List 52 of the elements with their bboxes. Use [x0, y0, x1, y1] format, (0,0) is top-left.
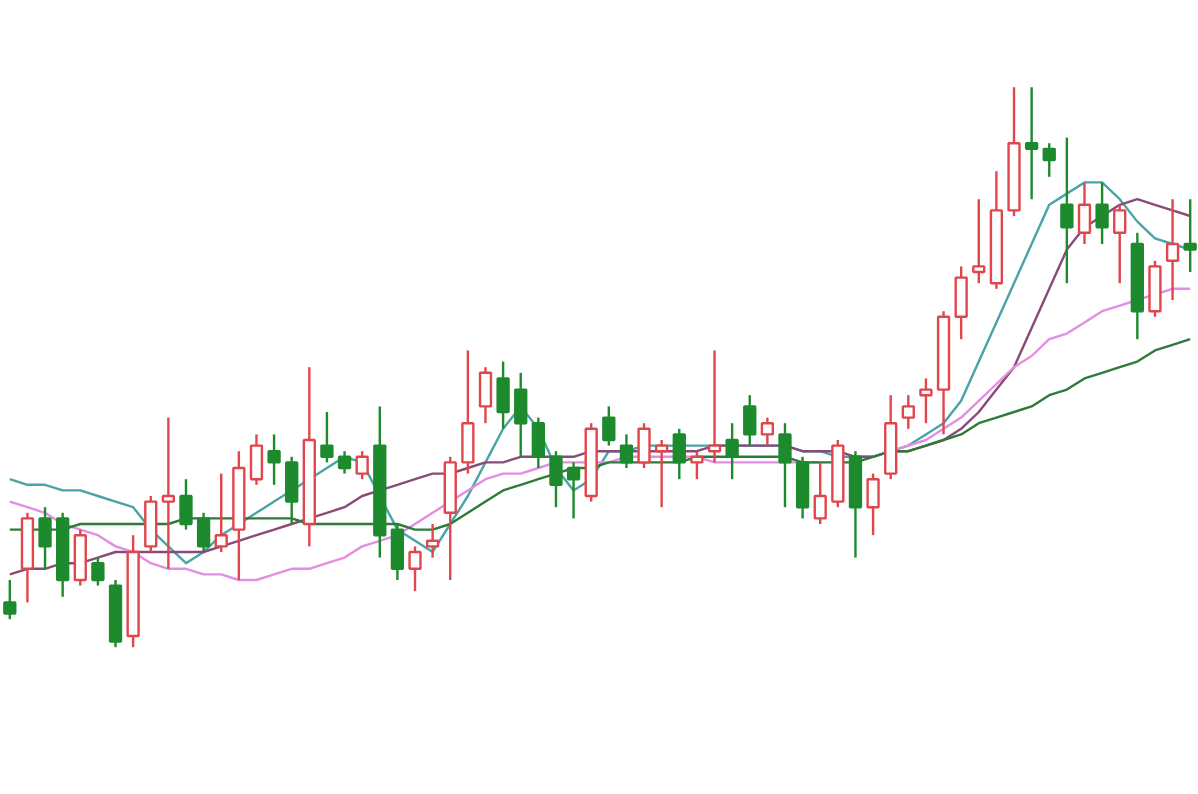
- candlestick: [91, 556, 105, 587]
- candlestick: [1077, 181, 1092, 246]
- candlestick: [919, 377, 933, 425]
- candlestick: [3, 578, 17, 621]
- candlestick: [461, 349, 475, 475]
- candlestick: [778, 422, 792, 509]
- candlestick: [813, 461, 827, 526]
- candlestick: [1042, 142, 1056, 179]
- candlestick: [1095, 181, 1109, 246]
- candlestick: [179, 477, 193, 531]
- candlestick: [637, 422, 651, 470]
- candlestick: [901, 394, 915, 430]
- candlestick: [619, 433, 634, 470]
- candlestick: [549, 449, 563, 509]
- candlestick: [390, 522, 405, 582]
- candlestick: [320, 410, 334, 464]
- candlestick: [408, 545, 422, 593]
- candlestick: [249, 433, 264, 486]
- candlestick: [514, 371, 528, 458]
- candlestick: [760, 416, 775, 447]
- candlestick: [38, 505, 52, 570]
- candlestick: [866, 472, 880, 537]
- candlestick: [743, 394, 757, 447]
- candlestick: [1024, 86, 1039, 201]
- candlestick: [425, 522, 440, 559]
- candlestick: [566, 461, 581, 520]
- candlestick: [355, 449, 369, 481]
- candlestick: [1060, 136, 1074, 285]
- candlestick: [972, 198, 986, 285]
- candlestick: [496, 360, 510, 430]
- candlestick: [196, 511, 211, 554]
- candlestick: [144, 494, 158, 554]
- candlestick: [161, 416, 176, 570]
- candlestick: [267, 433, 281, 486]
- candlestick: [285, 455, 299, 526]
- candlestick: [690, 449, 704, 481]
- candlestick: [672, 427, 686, 481]
- candlestick: [655, 438, 669, 509]
- candlestick: [337, 449, 352, 475]
- candlestick: [725, 422, 739, 481]
- candlestick: [707, 349, 722, 464]
- candlestick: [1113, 203, 1127, 285]
- candlestick: [954, 265, 968, 341]
- candlestick: [73, 528, 87, 587]
- candlestick: [214, 472, 228, 554]
- candlestick: [1165, 198, 1180, 302]
- candlestick: [1183, 198, 1197, 274]
- candlestick: [602, 405, 616, 447]
- candlestick: [795, 455, 810, 520]
- candlestick: [1148, 259, 1162, 319]
- candlestick: [478, 366, 493, 425]
- candlestick: [531, 416, 545, 470]
